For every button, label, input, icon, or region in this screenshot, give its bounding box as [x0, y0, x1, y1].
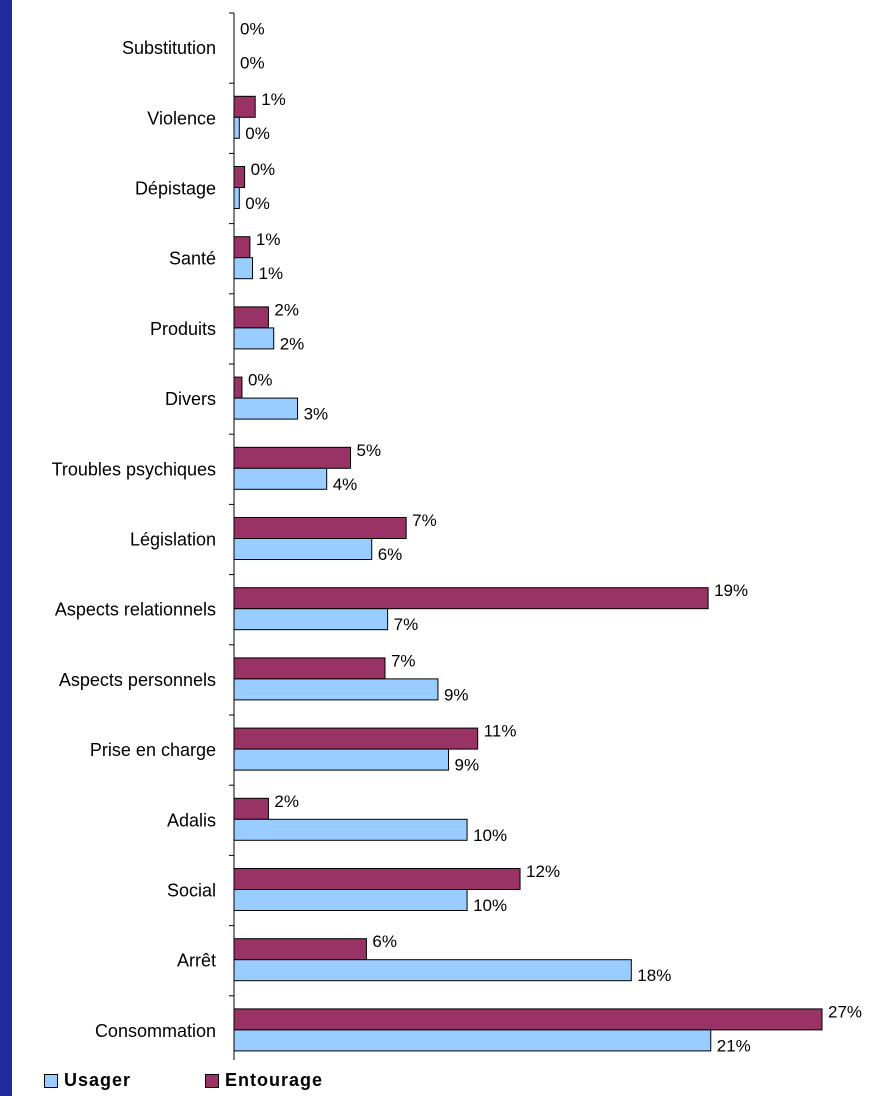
category-label: Santé: [169, 249, 216, 269]
value-label-entourage: 1%: [256, 230, 281, 249]
value-label-entourage: 6%: [372, 932, 397, 951]
category-label: Divers: [165, 389, 216, 409]
value-label-entourage: 7%: [412, 511, 437, 530]
category-label: Social: [167, 881, 216, 901]
bar-usager: [233, 327, 275, 350]
value-label-entourage: 7%: [391, 651, 416, 670]
bar-usager: [233, 187, 240, 209]
value-label-entourage: 12%: [526, 862, 560, 881]
bar-entourage: [233, 727, 479, 750]
value-label-usager: 9%: [455, 756, 480, 775]
category-label: Prise en charge: [90, 740, 216, 760]
bar-usager: [233, 889, 468, 911]
value-label-entourage: 0%: [248, 371, 273, 390]
value-label-entourage: 27%: [828, 1002, 862, 1021]
value-label-entourage: 1%: [261, 90, 286, 109]
bar-entourage: [233, 446, 352, 469]
category-label: Aspects relationnels: [55, 600, 216, 620]
value-label-usager: 6%: [378, 545, 403, 564]
bar-entourage: [233, 236, 251, 259]
legend-item-usager: Usager: [44, 1070, 131, 1091]
bar-entourage: [233, 938, 367, 961]
category-label: Arrêt: [177, 951, 216, 971]
bar-usager: [233, 397, 299, 420]
bar-entourage: [233, 95, 256, 118]
value-label-entourage: 19%: [714, 581, 748, 600]
bar-usager: [233, 538, 373, 560]
legend-label-usager: Usager: [64, 1070, 132, 1090]
bar-usager: [233, 1029, 712, 1052]
category-label: Consommation: [95, 1021, 216, 1041]
value-label-usager: 4%: [333, 475, 358, 494]
category-label: Produits: [150, 319, 216, 339]
value-label-usager: 0%: [240, 54, 265, 73]
bar-usager: [233, 257, 254, 280]
value-label-usager: 10%: [473, 826, 507, 845]
left-color-band: [0, 0, 12, 1096]
value-label-usager: 0%: [245, 124, 270, 143]
category-label: Aspects personnels: [59, 670, 216, 690]
legend-swatch-usager: [44, 1073, 58, 1088]
value-label-entourage: 0%: [240, 20, 265, 39]
value-label-usager: 0%: [245, 194, 270, 213]
value-label-usager: 2%: [280, 334, 305, 353]
value-label-entourage: 5%: [357, 441, 382, 460]
bar-chart: Substitution 0% 0% Violence 1% 0% Dépistage 0% 0…: [52, 12, 862, 1060]
bar-usager: [233, 678, 439, 701]
legend-swatch-entourage: [205, 1073, 220, 1088]
legend: Usager Entourage: [44, 1070, 323, 1091]
value-label-usager: 1%: [259, 264, 284, 283]
bar-usager: [233, 959, 632, 982]
bar-usager: [233, 748, 450, 771]
value-label-usager: 3%: [304, 405, 329, 424]
category-label: Adalis: [167, 810, 216, 830]
value-label-entourage: 11%: [484, 722, 517, 741]
value-label-entourage: 0%: [251, 160, 276, 179]
bar-usager: [233, 467, 328, 490]
legend-label-entourage: Entourage: [225, 1070, 324, 1090]
bar-entourage: [233, 797, 269, 820]
bar-entourage: [233, 517, 407, 539]
value-label-usager: 7%: [394, 615, 419, 634]
bar-usager: [233, 818, 468, 841]
bar-entourage: [233, 657, 386, 680]
bar-usager: [233, 116, 240, 139]
value-label-entourage: 2%: [274, 792, 299, 811]
bar-entourage: [233, 166, 246, 188]
value-label-usager: 9%: [444, 685, 469, 704]
category-label: Troubles psychiques: [52, 459, 216, 479]
legend-item-entourage: Entourage: [205, 1070, 323, 1091]
bar-entourage: [233, 1008, 823, 1031]
value-label-usager: 18%: [637, 966, 671, 985]
value-label-entourage: 2%: [274, 300, 299, 319]
category-label: Dépistage: [135, 179, 216, 199]
value-label-usager: 21%: [717, 1036, 751, 1055]
category-label: Violence: [147, 108, 216, 128]
category-label: Législation: [130, 530, 216, 550]
bar-usager: [233, 608, 389, 631]
category-label: Substitution: [122, 38, 216, 58]
value-label-usager: 10%: [473, 896, 507, 915]
bar-entourage: [233, 306, 269, 329]
bar-entourage: [233, 587, 709, 610]
bar-entourage: [233, 376, 243, 399]
bar-entourage: [233, 868, 521, 890]
